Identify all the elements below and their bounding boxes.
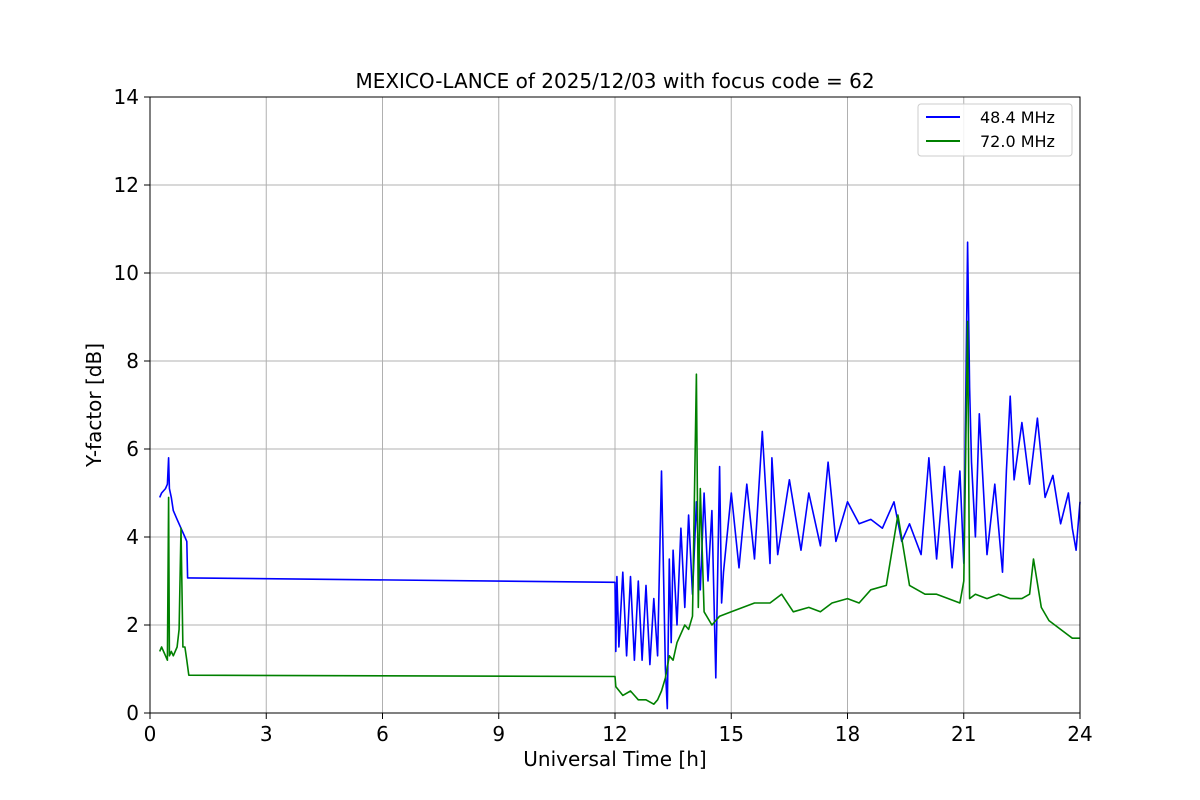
y-tick-label: 0 — [126, 701, 139, 725]
legend-label-series-2: 72.0 MHz — [980, 132, 1055, 151]
y-tick-label: 12 — [114, 173, 139, 197]
y-tick-label: 14 — [114, 85, 139, 109]
legend-label-series-1: 48.4 MHz — [980, 108, 1055, 127]
x-tick-label: 21 — [951, 722, 976, 746]
x-tick-label: 15 — [719, 722, 744, 746]
chart-title: MEXICO-LANCE of 2025/12/03 with focus co… — [355, 69, 874, 93]
series-line-1 — [158, 241, 1081, 710]
x-axis-label: Universal Time [h] — [523, 747, 706, 771]
y-tick-label: 8 — [126, 349, 139, 373]
y-axis-label: Y-factor [dB] — [82, 343, 106, 468]
series-layer — [158, 241, 1081, 710]
x-tick-label: 9 — [492, 722, 505, 746]
y-tick-label: 2 — [126, 613, 139, 637]
legend: 48.4 MHz 72.0 MHz — [917, 103, 1073, 157]
x-tick-label: 24 — [1067, 722, 1092, 746]
y-tick-label: 4 — [126, 525, 139, 549]
x-tick-label: 0 — [144, 722, 157, 746]
y-tick-label: 6 — [126, 437, 139, 461]
x-tick-label: 6 — [376, 722, 389, 746]
x-tick-label: 18 — [835, 722, 860, 746]
series-line-2 — [158, 320, 1080, 706]
y-tick-label: 10 — [114, 261, 139, 285]
x-tick-label: 3 — [260, 722, 273, 746]
x-tick-label: 12 — [602, 722, 627, 746]
